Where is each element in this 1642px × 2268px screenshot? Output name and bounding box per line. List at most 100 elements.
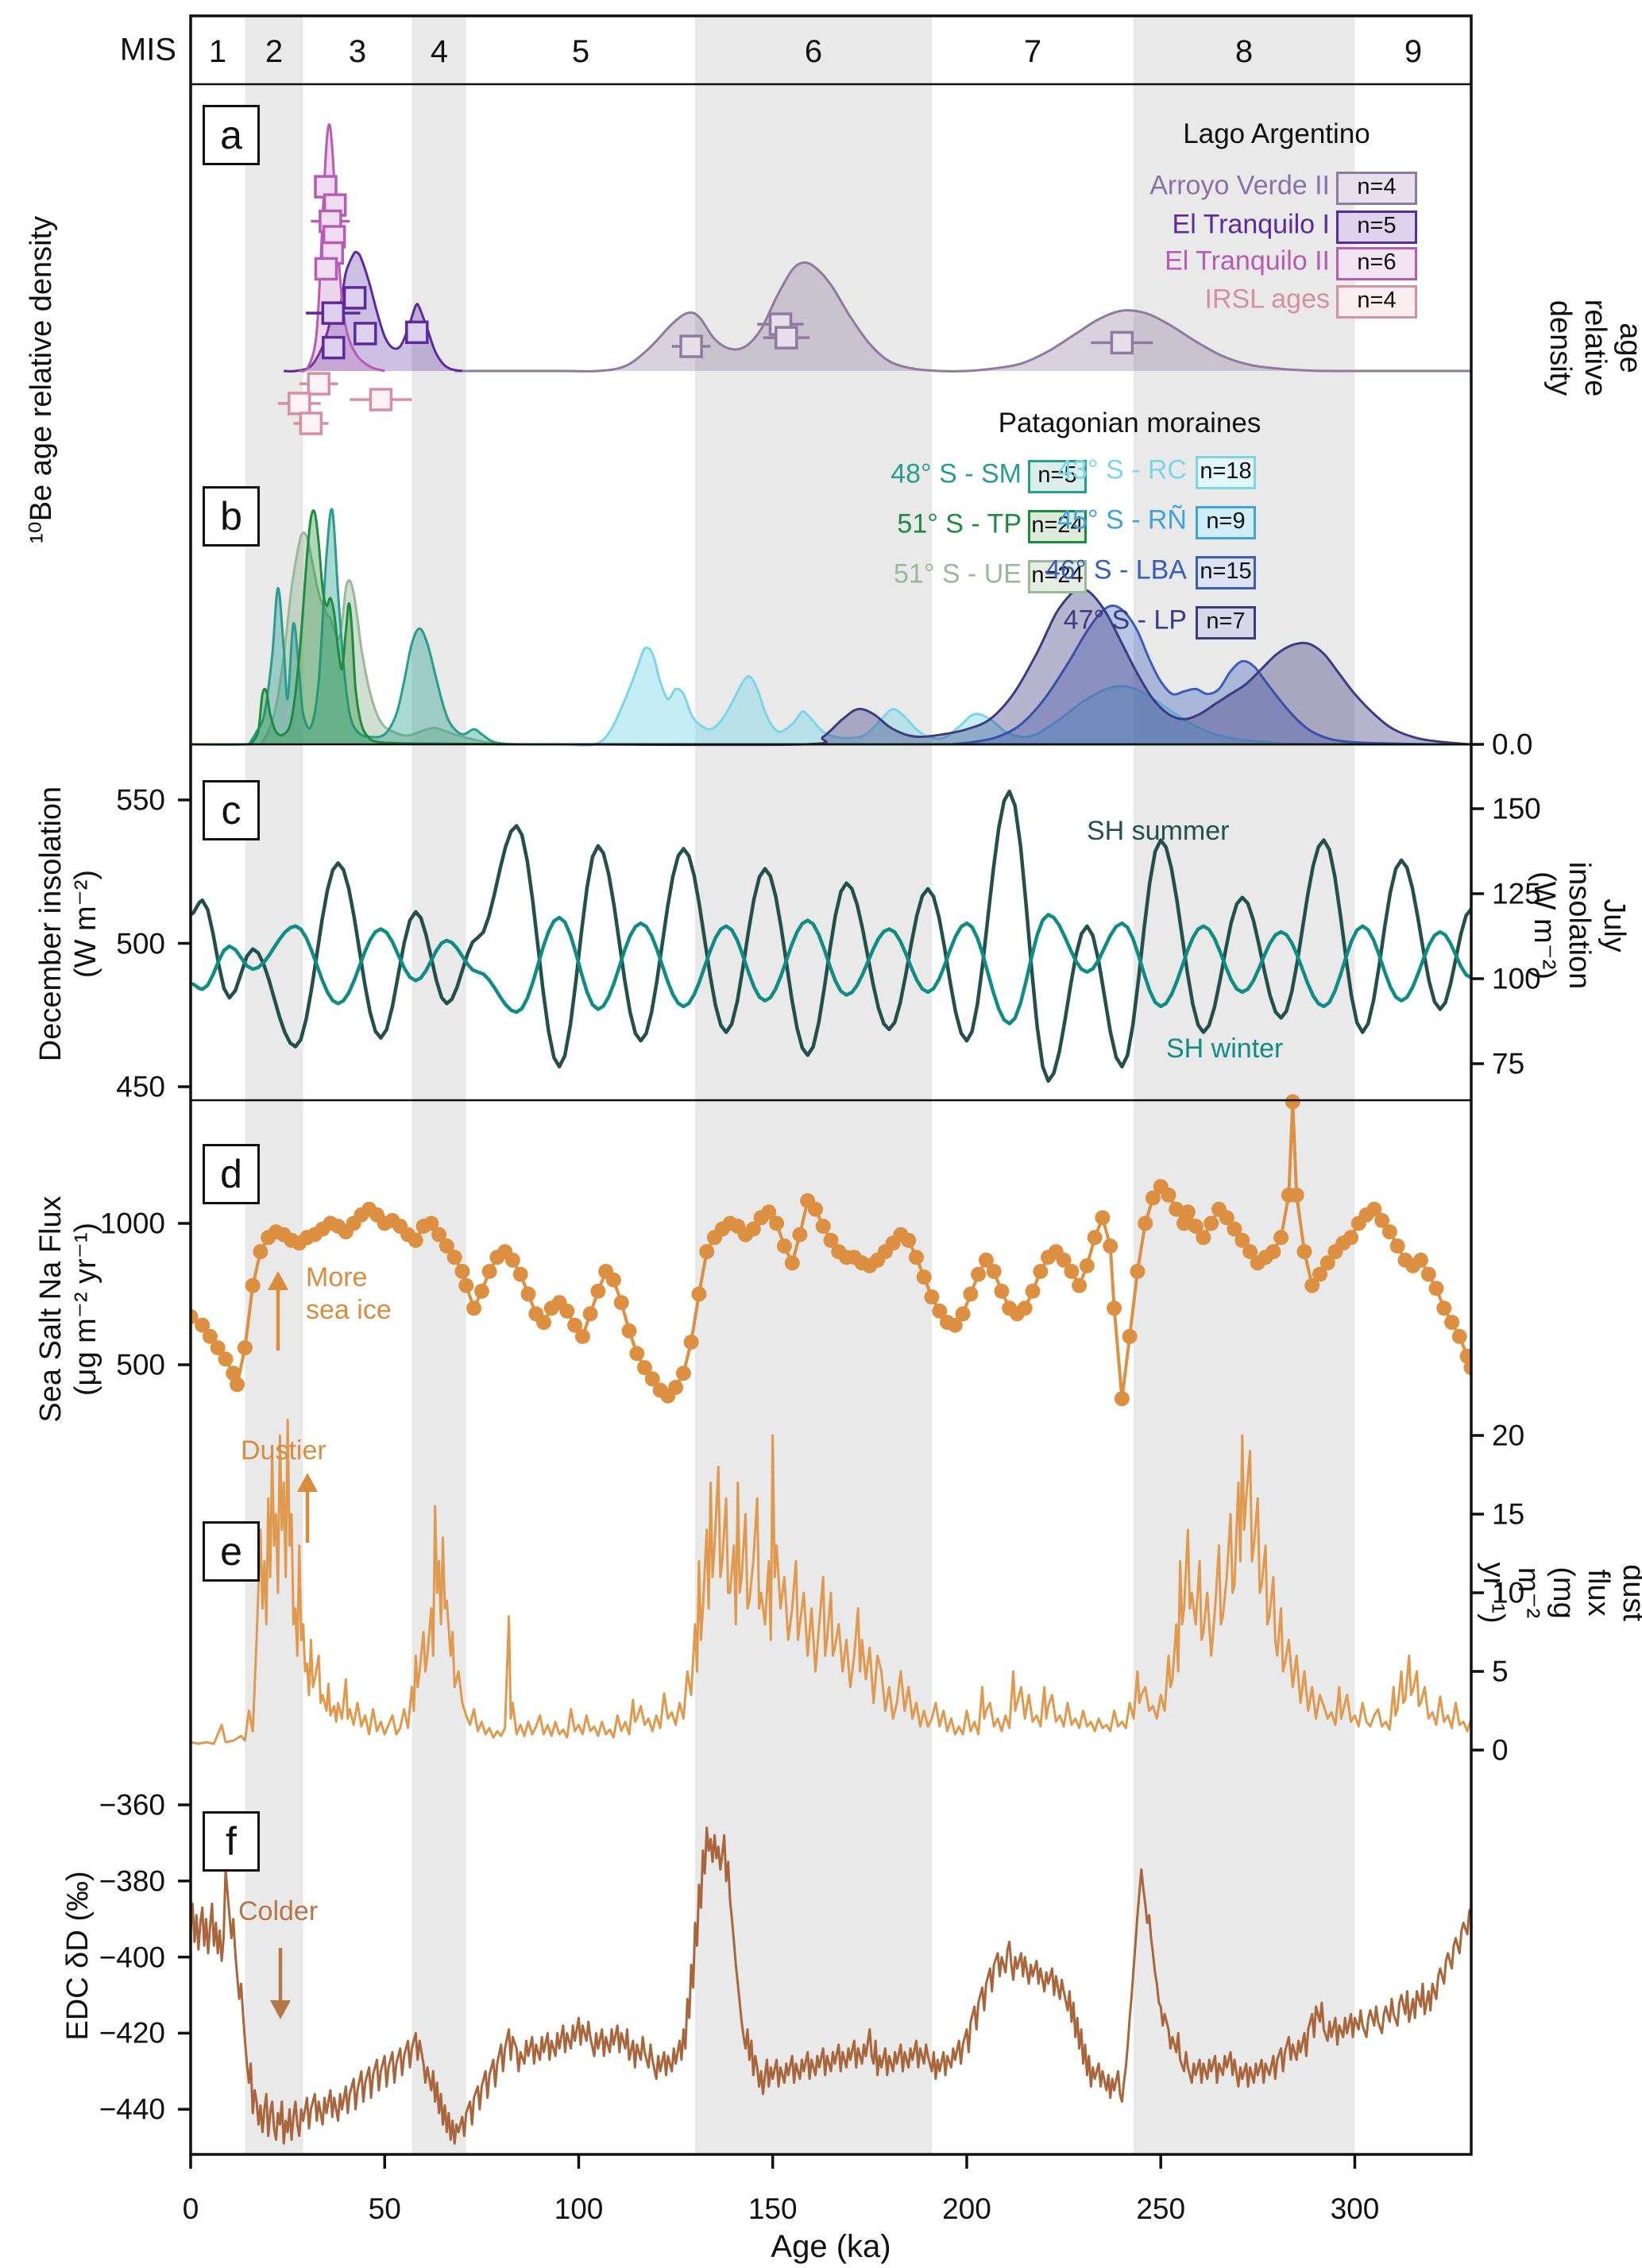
f-left-tick: −420	[99, 2016, 165, 2050]
e-right-tick: 15	[1492, 1497, 1525, 1531]
irsl-age-marker	[369, 388, 393, 411]
c-right-tick: 150	[1492, 792, 1541, 825]
c-right-tick: 125	[1492, 877, 1541, 910]
moraines-legend-count-rc: n=18	[1196, 456, 1256, 489]
c-right-tick: 100	[1492, 962, 1541, 995]
moraines-legend-count-lba: n=15	[1196, 556, 1256, 589]
kde-tp-51-fill	[191, 510, 1471, 745]
annotation-arrows	[268, 1271, 318, 2019]
line-sh-summer	[191, 789, 1471, 1084]
moraines-legend-count-ue: n=24	[1028, 560, 1087, 593]
kde-lp-47-fill	[578, 588, 1471, 745]
lago-legend-label-irsl: IRSL ages	[1204, 284, 1331, 315]
d-left-tick: 500	[116, 1348, 165, 1381]
et1-age-marker	[342, 286, 367, 310]
c-right-tick: 75	[1492, 1047, 1525, 1080]
kde-ue-51	[259, 531, 517, 746]
x-tick: 150	[748, 2193, 798, 2225]
line-dD	[191, 1826, 1471, 2145]
e-right-tick: 0	[1492, 1733, 1509, 1767]
mis-stage-1: 1	[208, 34, 227, 69]
colder-arrow-head	[270, 2000, 291, 2019]
x-tick: 300	[1330, 2193, 1380, 2225]
c-left-tick: 550	[116, 783, 165, 817]
moraines-legend-count-rn: n=9	[1196, 506, 1256, 539]
moraines-legend-label-rc: 43° S - RC	[1057, 454, 1187, 485]
moraines-legend-count-lp: n=7	[1196, 606, 1256, 639]
kde-rc-43-fill	[562, 647, 1471, 746]
be10-right-axis-title: ¹⁰Be age relative density	[1543, 299, 1642, 397]
av2-age-marker	[1110, 330, 1134, 355]
moraines-legend-label-rn: 45° S - RÑ	[1057, 504, 1187, 535]
line-sh-winter	[191, 913, 1471, 1026]
mis-stage-4: 4	[430, 34, 449, 69]
mis-band	[1134, 17, 1355, 2154]
december-insolation-axis-title: December insolation (W m⁻²)	[33, 786, 103, 1061]
panel-letter-a: a	[203, 105, 260, 165]
e-right-tick: 20	[1492, 1419, 1525, 1452]
kde-lba-46-fill	[951, 605, 1433, 744]
mis-stage-3: 3	[348, 34, 367, 69]
more-sea-ice-arrow-head	[268, 1271, 288, 1290]
july-insolation-axis-title: July insolation (W m⁻²)	[1527, 862, 1632, 990]
kde-el-tranquilo-2-fill	[299, 124, 385, 372]
panel-letter-f: f	[203, 1811, 260, 1872]
mis-stage-7: 7	[1023, 34, 1042, 69]
et1-age-marker	[354, 322, 377, 346]
f-left-tick: −360	[99, 1788, 165, 1822]
mis-stage-9: 9	[1404, 34, 1423, 69]
panel-letter-d: d	[203, 1144, 260, 1204]
dustier-arrow-head	[297, 1473, 318, 1492]
moraines-legend-label-lp: 47° S - LP	[1063, 605, 1187, 636]
irsl-age-marker	[288, 392, 311, 415]
panel-letter-b: b	[203, 486, 260, 547]
line-sea-salt-dots	[191, 1094, 1471, 1407]
july-insolation-line1: July insolation	[1563, 861, 1632, 990]
mis-stage-5: 5	[571, 34, 590, 69]
kde-arroyo-verde-2	[454, 261, 1471, 373]
kde-arroyo-verde-2-fill	[454, 262, 1471, 372]
kde-rc-43	[562, 646, 1471, 747]
mis-band	[245, 17, 303, 2154]
kde-sm-48	[248, 508, 509, 746]
more-sea-ice-annotation: More sea ice	[306, 1262, 392, 1327]
sh-summer-annotation: SH summer	[1087, 816, 1230, 846]
lago-legend-count-et2: n=6	[1336, 247, 1417, 280]
more-sea-ice-line2: sea ice	[306, 1294, 392, 1325]
moraines-legend-label-tp: 51° S - TP	[897, 508, 1022, 539]
kde-lp-47	[578, 587, 1471, 747]
mis-axis-label: MIS	[119, 32, 176, 68]
mis-stage-8: 8	[1234, 34, 1254, 69]
panel-letter-e: e	[203, 1521, 260, 1582]
et1-age-marker	[405, 320, 429, 345]
irsl-age-marker	[299, 411, 323, 435]
moraines-legend-count-sm: n=5	[1028, 460, 1087, 493]
kde-lba-46	[951, 605, 1433, 746]
mis-band	[411, 17, 466, 2154]
lago-legend-label-av2: Arroyo Verde II	[1149, 170, 1330, 201]
e-right-tick: 10	[1492, 1576, 1525, 1609]
b-right-tick: 0.0	[1492, 728, 1533, 761]
av2-age-marker	[775, 326, 798, 350]
x-tick: 200	[942, 2193, 991, 2225]
axes-frame	[178, 14, 1484, 2169]
colder-annotation: Colder	[238, 1896, 319, 1926]
december-insolation-line2: (W m⁻²)	[69, 869, 102, 979]
x-tick: 50	[368, 2193, 401, 2225]
kde-sm-48-fill	[249, 508, 509, 744]
lago-legend-label-et1: El Tranquilo I	[1172, 209, 1330, 240]
panel-letter-c: c	[203, 780, 260, 840]
et2-age-marker	[314, 257, 338, 281]
x-tick: 250	[1136, 2193, 1186, 2225]
moraines-legend-label-sm: 48° S - SM	[891, 458, 1022, 489]
irsl-age-marker	[307, 372, 330, 396]
dustier-annotation: Dustier	[241, 1435, 326, 1466]
more-sea-ice-line1: More	[306, 1262, 368, 1292]
x-tick: 0	[182, 2193, 199, 2225]
patagonian-moraines-legend-title: Patagonian moraines	[998, 408, 1261, 439]
kde-el-tranquilo-2	[299, 123, 385, 373]
x-tick: 100	[554, 2193, 604, 2225]
lago-legend-count-et1: n=5	[1336, 211, 1417, 244]
